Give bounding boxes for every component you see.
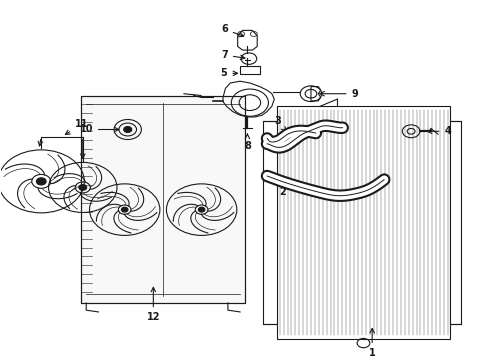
- Bar: [450, 121, 461, 324]
- Bar: [263, 121, 277, 324]
- Bar: [81, 95, 245, 303]
- Text: 2: 2: [280, 181, 290, 197]
- Text: 6: 6: [221, 24, 244, 37]
- Text: 7: 7: [221, 50, 245, 60]
- Bar: [277, 106, 450, 339]
- Circle shape: [124, 127, 132, 132]
- Circle shape: [198, 207, 205, 212]
- Text: 1: 1: [369, 328, 375, 358]
- Text: 5: 5: [220, 68, 238, 78]
- Text: 12: 12: [147, 287, 160, 322]
- Bar: [240, 66, 260, 74]
- Text: 10: 10: [79, 125, 119, 135]
- Bar: [81, 95, 245, 303]
- Circle shape: [122, 207, 128, 212]
- Text: 8: 8: [244, 134, 251, 150]
- Text: 11: 11: [65, 119, 88, 135]
- Text: 3: 3: [275, 116, 286, 131]
- Text: 9: 9: [320, 89, 358, 99]
- Circle shape: [37, 178, 46, 185]
- Text: 4: 4: [427, 126, 451, 136]
- Circle shape: [79, 185, 87, 190]
